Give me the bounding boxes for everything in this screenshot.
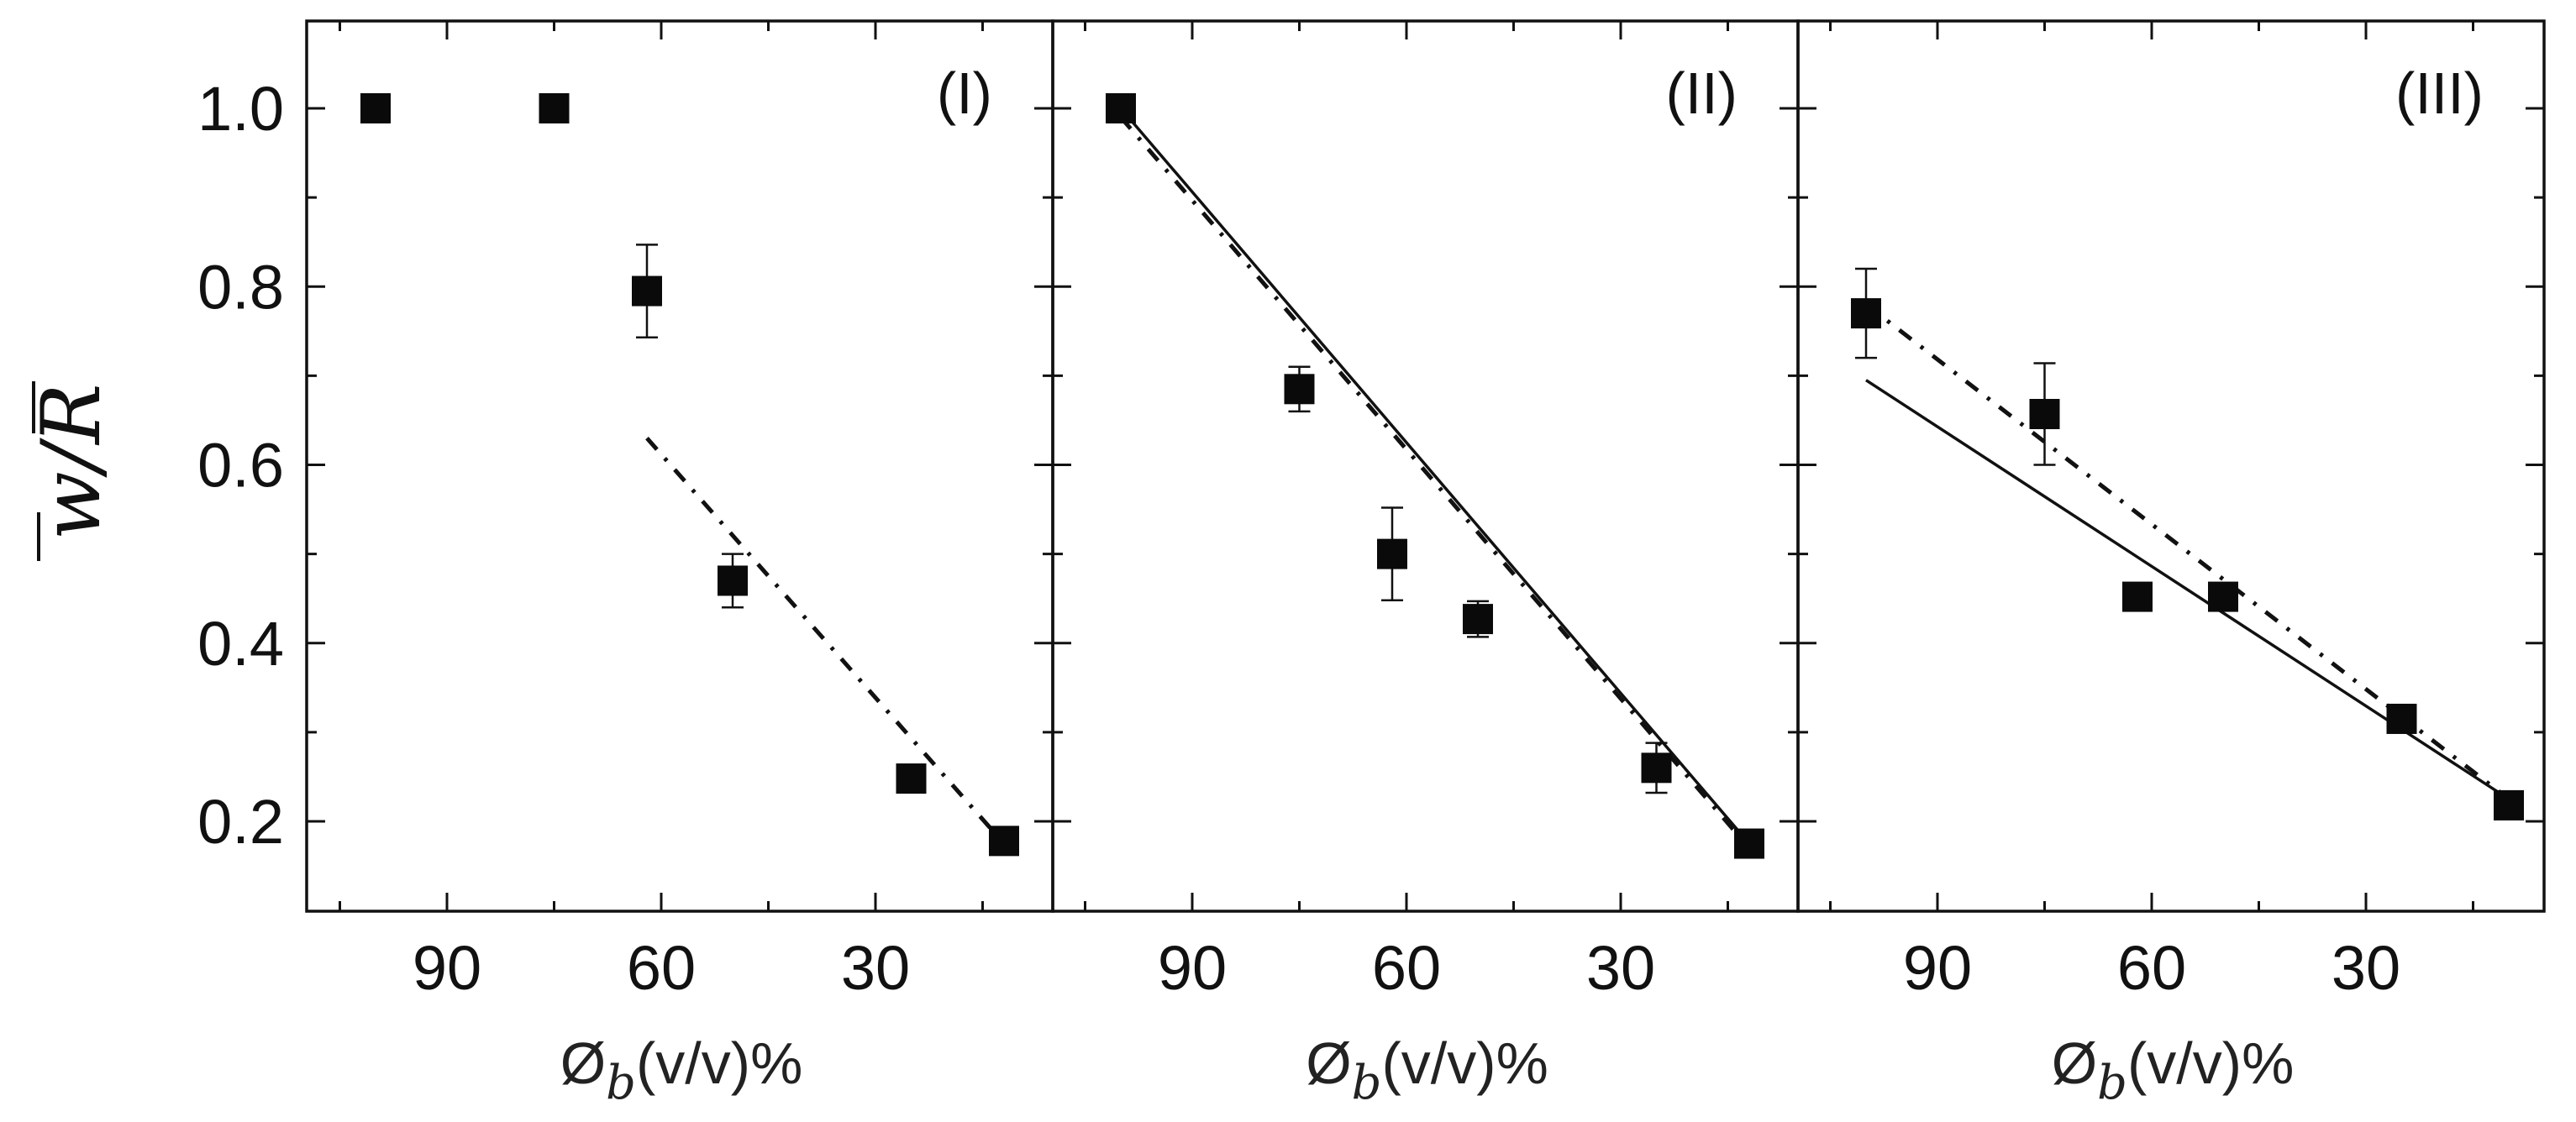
y-axis: 0.2 0.4 0.6 0.8 1.0: [197, 74, 284, 857]
x-axis-unit: (v/v)%: [636, 1030, 802, 1096]
fit-line-solid: [1865, 379, 2510, 800]
data-point: [539, 93, 570, 123]
x-axis-unit: (v/v)%: [1382, 1030, 1548, 1096]
panel-label: (II): [1665, 60, 1737, 126]
data-point: [360, 93, 391, 123]
data-point: [1641, 752, 1672, 784]
data-point: [718, 565, 748, 596]
panel-frame: [305, 19, 1054, 913]
data-point: [2029, 399, 2060, 430]
y-tick-label: 0.2: [197, 787, 284, 857]
x-tick-label: 60: [1372, 933, 1441, 1003]
fit-line-dashdot: [645, 437, 1006, 846]
y-tick-label: 0.4: [197, 609, 284, 679]
x-axis-unit: (v/v)%: [2127, 1030, 2294, 1096]
x-tick-label: 60: [2117, 933, 2186, 1003]
y-axis-title-group: w/R: [24, 381, 118, 561]
panel-1: 90 60 30 Øb(v/v)% (I): [305, 19, 1054, 1110]
data-point: [896, 763, 927, 794]
panel-label: (I): [937, 60, 992, 126]
data-point: [2494, 789, 2524, 821]
x-tick-label: 30: [1586, 933, 1655, 1003]
data-point: [632, 275, 662, 307]
x-tick-label: 30: [841, 933, 910, 1003]
data-point: [1284, 374, 1315, 405]
x-axis-title: Øb(v/v)%: [2052, 1030, 2295, 1110]
x-tick-label: 30: [2332, 933, 2400, 1003]
data-point: [2208, 581, 2238, 612]
data-point: [1106, 93, 1136, 123]
data-point: [1851, 298, 1881, 329]
x-axis-subscript: b: [2097, 1056, 2127, 1110]
x-tick-label: 90: [1903, 933, 1972, 1003]
data-point: [1463, 604, 1493, 635]
y-axis-title: w/R: [24, 381, 118, 561]
y-tick-label: 0.8: [197, 252, 284, 322]
x-axis-subscript: b: [606, 1056, 636, 1110]
fit-line-solid: [1119, 107, 1751, 845]
panel-label: (III): [2395, 60, 2484, 126]
x-tick-label: 90: [413, 933, 481, 1003]
y-tick-label: 0.6: [197, 431, 284, 501]
x-tick-label: 60: [627, 933, 696, 1003]
data-point: [2122, 581, 2153, 612]
data-point: [1377, 538, 1407, 569]
data-point: [1734, 828, 1764, 859]
x-axis-symbol: Ø: [2052, 1030, 2097, 1096]
x-axis-symbol: Ø: [1306, 1030, 1351, 1096]
x-axis-subscript: b: [1352, 1056, 1382, 1110]
fit-line-dashdot: [1119, 115, 1751, 850]
x-tick-label: 90: [1158, 933, 1227, 1003]
x-axis-symbol: Ø: [560, 1030, 606, 1096]
x-axis-title: Øb(v/v)%: [1306, 1030, 1548, 1110]
x-axis-title: Øb(v/v)%: [560, 1030, 803, 1110]
y-tick-label: 1.0: [197, 74, 284, 144]
panel-frame: [1796, 19, 2546, 913]
data-point: [2386, 703, 2417, 734]
panel-3: 90 60 30 Øb(v/v)% (III): [1796, 19, 2546, 1110]
data-point: [989, 826, 1019, 857]
panel-2: 90 60 30 Øb(v/v)% (II): [1051, 19, 1800, 1110]
